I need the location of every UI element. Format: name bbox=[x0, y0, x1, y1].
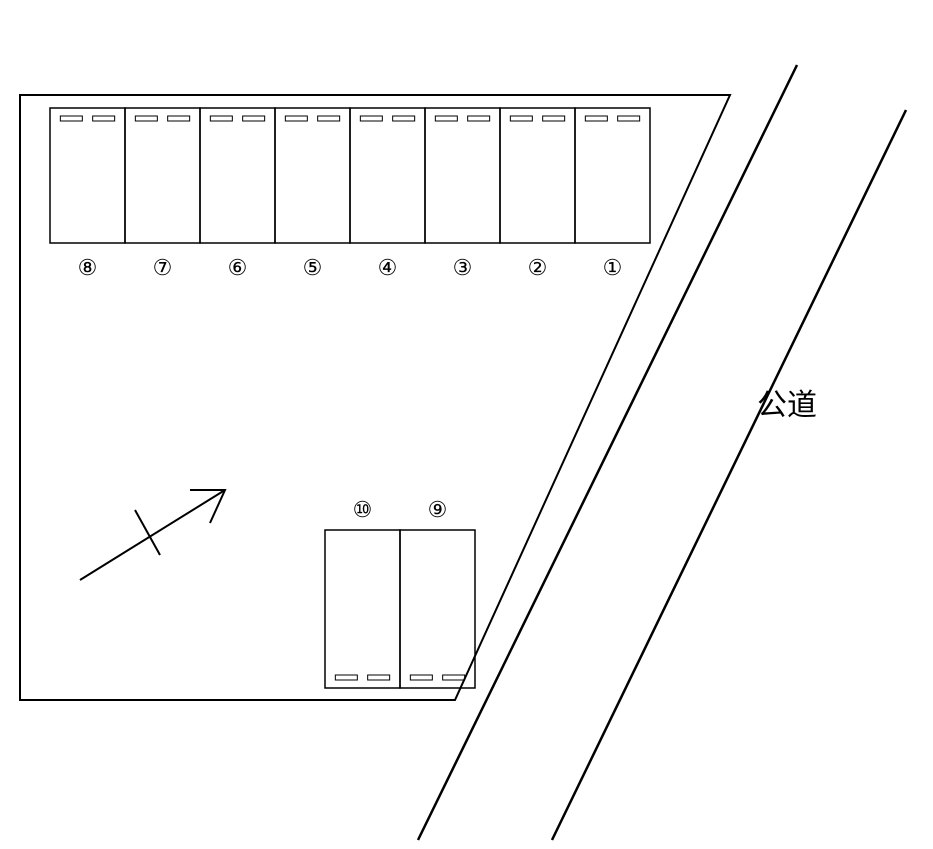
site-plan-svg bbox=[0, 0, 933, 849]
parking-space bbox=[200, 108, 275, 243]
space-label: ③ bbox=[453, 255, 473, 281]
parking-space bbox=[500, 108, 575, 243]
space-label: ① bbox=[603, 255, 623, 281]
wheel-stopper bbox=[543, 116, 565, 121]
wheel-stopper bbox=[435, 116, 457, 121]
wheel-stopper bbox=[60, 116, 82, 121]
wheel-stopper bbox=[585, 116, 607, 121]
parking-space bbox=[425, 108, 500, 243]
space-label: ⑩ bbox=[353, 497, 373, 523]
parking-space bbox=[575, 108, 650, 243]
space-label: ⑧ bbox=[78, 255, 98, 281]
space-label: ⑤ bbox=[303, 255, 323, 281]
wheel-stopper bbox=[410, 675, 432, 680]
lot-boundary bbox=[20, 95, 730, 700]
parking-space bbox=[275, 108, 350, 243]
space-label: ⑥ bbox=[228, 255, 248, 281]
wheel-stopper bbox=[335, 675, 357, 680]
wheel-stopper bbox=[135, 116, 157, 121]
parking-space bbox=[325, 530, 400, 688]
road-line-right bbox=[552, 110, 906, 840]
wheel-stopper bbox=[393, 116, 415, 121]
parking-space bbox=[350, 108, 425, 243]
wheel-stopper bbox=[243, 116, 265, 121]
space-label: ④ bbox=[378, 255, 398, 281]
space-label: ② bbox=[528, 255, 548, 281]
parking-space bbox=[400, 530, 475, 688]
road-label: 公道 bbox=[757, 380, 817, 424]
north-arrow-head bbox=[190, 490, 225, 523]
parking-space bbox=[50, 108, 125, 243]
wheel-stopper bbox=[168, 116, 190, 121]
north-arrow-shaft bbox=[80, 490, 225, 580]
wheel-stopper bbox=[318, 116, 340, 121]
wheel-stopper bbox=[443, 675, 465, 680]
parking-space bbox=[125, 108, 200, 243]
wheel-stopper bbox=[360, 116, 382, 121]
space-label: ⑦ bbox=[153, 255, 173, 281]
wheel-stopper bbox=[210, 116, 232, 121]
wheel-stopper bbox=[510, 116, 532, 121]
wheel-stopper bbox=[618, 116, 640, 121]
wheel-stopper bbox=[93, 116, 115, 121]
wheel-stopper bbox=[368, 675, 390, 680]
wheel-stopper bbox=[468, 116, 490, 121]
space-label: ⑨ bbox=[428, 497, 448, 523]
wheel-stopper bbox=[285, 116, 307, 121]
